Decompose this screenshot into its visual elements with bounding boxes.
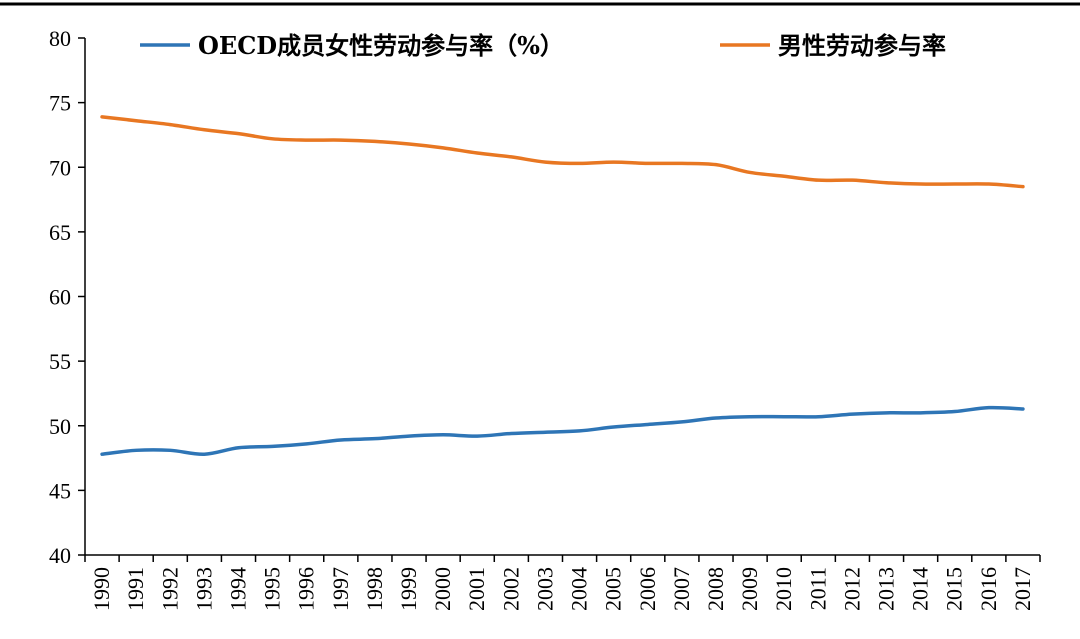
- x-tick-label: 1999: [396, 567, 421, 611]
- series-layer: [100, 115, 1025, 456]
- y-tick-label: 55: [49, 349, 71, 374]
- y-tick-label: 50: [49, 414, 71, 439]
- x-tick-label: 2005: [601, 567, 626, 611]
- x-tick-label: 2002: [498, 567, 523, 611]
- x-tick-label: 1995: [260, 567, 285, 611]
- x-tick-label: 2015: [942, 567, 967, 611]
- y-tick-label: 40: [49, 543, 71, 568]
- legend-item-female: OECD成员女性劳动参与率（%）: [140, 31, 564, 60]
- x-tick-label: 1997: [328, 567, 353, 611]
- x-tick-label: 2011: [805, 567, 830, 610]
- y-tick-label: 80: [49, 26, 71, 51]
- x-tick-label: 2016: [976, 567, 1001, 611]
- x-tick-label: 2009: [737, 567, 762, 611]
- y-axis: 40 45 50 55 60 65 70 75 80: [49, 26, 86, 568]
- female-participation-line: [100, 405, 1025, 456]
- x-tick-label: 1993: [191, 567, 216, 611]
- y-tick-label: 60: [49, 285, 71, 310]
- x-tick-label: 2010: [771, 567, 796, 611]
- x-tick-label: 1991: [123, 567, 148, 611]
- legend-item-male: 男性劳动参与率: [720, 31, 946, 60]
- x-tick-label: 1990: [89, 567, 114, 611]
- x-tick-label: 2013: [874, 567, 899, 611]
- x-tick-label: 2014: [908, 567, 933, 611]
- x-tick-label: 2003: [532, 567, 557, 611]
- x-tick-label: 1996: [294, 567, 319, 611]
- y-tick-label: 75: [49, 91, 71, 116]
- x-axis: 1990 1991 1992 1993 1994 1995 1996 1997 1998 1999…: [84, 554, 1041, 611]
- legend-label: OECD成员女性劳动参与率（%）: [198, 31, 564, 60]
- legend: OECD成员女性劳动参与率（%） 男性劳动参与率: [140, 31, 946, 60]
- x-tick-label: 2007: [669, 567, 694, 611]
- y-tick-label: 45: [49, 478, 71, 503]
- legend-label: 男性劳动参与率: [778, 31, 946, 60]
- x-tick-label: 1992: [157, 567, 182, 611]
- x-tick-label: 2001: [464, 567, 489, 611]
- y-tick-label: 70: [49, 155, 71, 180]
- x-tick-label: 1998: [362, 567, 387, 611]
- x-tick-label: 2008: [703, 567, 728, 611]
- x-tick-label: 1994: [225, 567, 250, 611]
- x-tick-label: 2004: [567, 567, 592, 611]
- x-tick-label: 2000: [430, 567, 455, 611]
- male-participation-line: [100, 115, 1025, 189]
- x-tick-label: 2017: [1010, 567, 1035, 611]
- x-tick-label: 2012: [839, 567, 864, 611]
- x-tick-label: 2006: [635, 567, 660, 611]
- y-tick-label: 65: [49, 220, 71, 245]
